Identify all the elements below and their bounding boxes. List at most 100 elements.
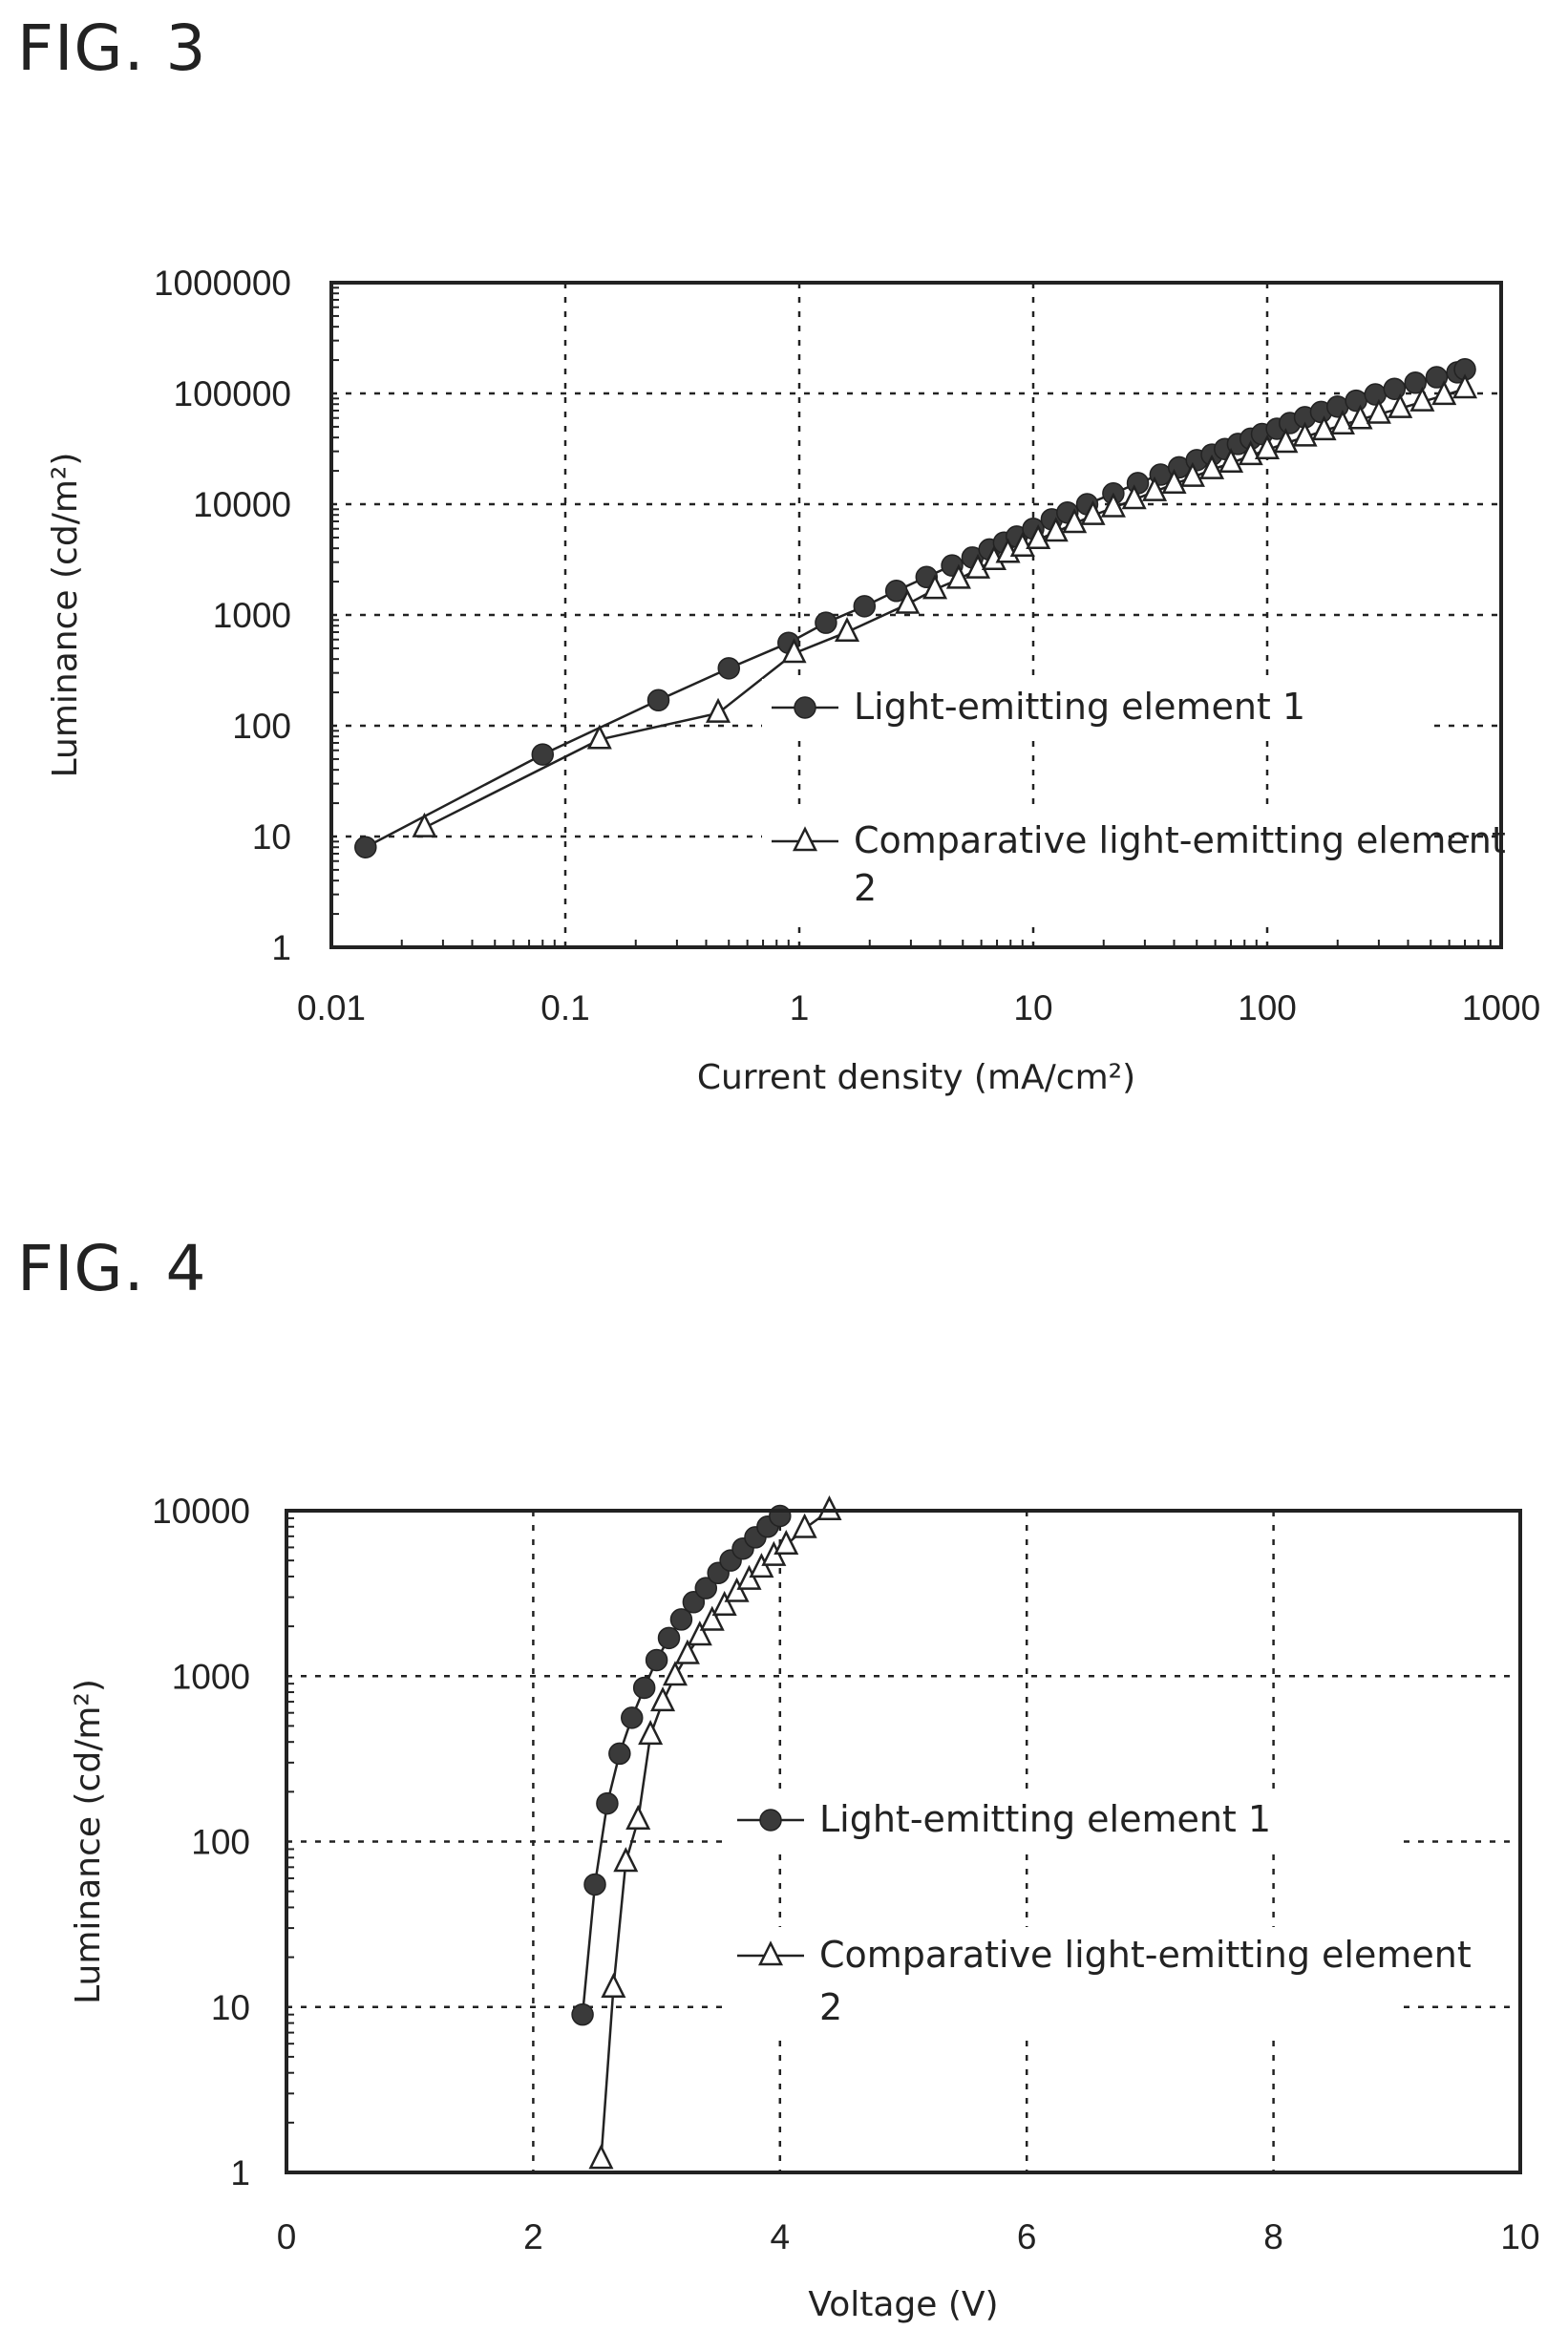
comparative-light-emitting-element-2-point [1347,404,1373,430]
fig3-plot-frame [329,281,1503,949]
fig3-x-tick-label: 10 [1013,988,1052,1027]
comparative-light-emitting-element-2-point [674,1639,700,1664]
legend-background [728,1927,1396,2037]
fig4-plot-frame [285,1509,1522,2174]
comparative-light-emitting-element-2-point [1009,531,1035,557]
comparative-light-emitting-element-2-point [749,1553,774,1578]
comparative-light-emitting-element-2-point [1409,386,1435,412]
light-emitting-element-1-point [853,595,877,618]
comparative-light-emitting-element-2-point [1100,492,1126,518]
light-emitting-element-1-point [645,1648,668,1672]
light-emitting-element-1-point [694,1577,718,1599]
light-emitting-element-1-point [657,1626,681,1650]
comparative-light-emitting-element-2-point [834,616,860,643]
fig3-y-tick-label: 10000 [193,485,291,524]
comparative-light-emitting-element-2-point [1311,415,1337,441]
fig3-x-tick-label: 100 [1238,988,1297,1027]
comparative-light-emitting-element-2-point [601,1973,626,1999]
light-emitting-element-1-point [531,743,555,766]
comparative-light-emitting-element-2-point [1254,434,1281,460]
comparative-light-emitting-element-2-point [895,588,921,614]
legend-label-light-emitting-element-1: Light-emitting element 1 [854,686,1305,728]
comparative-light-emitting-element-2-point [699,1605,725,1631]
fig4-y-axis-title: Luminance (cd/m²) [69,1679,108,2004]
comparative-light-emitting-element-2-point [965,553,991,579]
legend-marker-comparative-light-emitting-element-2 [757,1940,784,1966]
light-emitting-element-1-point [815,611,837,634]
light-emitting-element-1-point [596,1791,619,1815]
light-emitting-element-1-point [571,2002,594,2026]
fig3-y-axis-title: Luminance (cd/m²) [46,453,85,778]
comparative-light-emitting-element-2-point [613,1847,639,1873]
fig4-y-tick-label: 10 [211,1988,250,2027]
fig4-x-tick-label: 2 [523,2217,543,2256]
light-emitting-element-1-point [608,1742,631,1766]
light-emitting-element-1-point [1425,366,1449,389]
fig4-x-tick-label: 10 [1500,2217,1539,2256]
light-emitting-element-1-point [669,1608,693,1631]
light-emitting-element-1-point [621,1706,644,1729]
legend-label-light-emitting-element-1: Light-emitting element 1 [819,1798,1271,1840]
fig4-y-tick-label: 1 [230,2153,250,2192]
comparative-light-emitting-element-2-point [1199,454,1225,479]
comparative-light-emitting-element-2-point [816,1495,842,1521]
fig4-x-tick-label: 0 [277,2217,297,2256]
fig3-x-tick-label: 0.1 [540,988,589,1027]
comparative-light-emitting-element-2-point [1218,447,1244,474]
fig3-x-tick-label: 1 [790,988,810,1027]
fig3-y-tick-label: 1 [271,928,291,967]
comparative-light-emitting-element-2-point [638,1720,664,1746]
comparative-light-emitting-element-2-point [1179,461,1205,487]
fig3-y-tick-label: 1000 [213,596,291,635]
legend-marker-light-emitting-element-1 [794,696,816,719]
legend-background [762,813,1430,922]
fig4-y-tick-label: 1000 [172,1657,250,1696]
fig3-y-tick-label: 100 [232,707,291,746]
legend-label-comparative-light-emitting-element-2: Comparative light-emitting element [854,819,1506,861]
comparative-light-emitting-element-2-point [662,1661,689,1686]
comparative-light-emitting-element-2-point [736,1564,762,1590]
comparative-light-emitting-element-2-point [1329,409,1355,434]
comparative-light-emitting-element-2-point [650,1686,676,1712]
comparative-light-emitting-element-2-point [1366,398,1391,424]
fig4-x-tick-label: 4 [771,2217,791,2256]
fig3-y-tick-label: 10 [252,817,291,857]
comparative-light-emitting-element-2-point [1142,476,1168,501]
comparative-light-emitting-element-2-point [922,574,948,600]
legend-label-comparative-light-emitting-element-2: Comparative light-emitting element [819,1934,1472,1976]
comparative-light-emitting-element-2-point [1292,421,1318,447]
figure-4-title: FIG. 4 [17,1232,207,1305]
comparative-light-emitting-element-2-point [1161,468,1187,494]
comparative-light-emitting-element-2-point [625,1804,651,1830]
light-emitting-element-1-point [354,836,377,858]
comparative-light-emitting-element-2-point [724,1577,750,1602]
legend-marker-comparative-light-emitting-element-2 [792,826,818,852]
light-emitting-element-1-point [632,1676,656,1700]
fig3-y-tick-label: 1000000 [154,264,291,303]
comparative-light-emitting-element-2-point [1121,484,1147,510]
light-emitting-element-1-point [583,1873,606,1896]
comparative-light-emitting-element-2-point [586,724,612,750]
comparative-light-emitting-element-2-point [1043,517,1069,542]
comparative-light-emitting-element-2-point [1388,392,1413,418]
legend-background [728,1791,1396,1849]
fig4-y-tick-label: 100 [191,1823,250,1862]
fig4-x-tick-label: 8 [1263,2217,1283,2256]
legend-marker-light-emitting-element-1 [759,1809,782,1832]
comparative-light-emitting-element-2-point [1273,428,1299,454]
comparative-light-emitting-element-2-point [1026,523,1051,550]
comparative-light-emitting-element-2-point [687,1620,712,1646]
comparative-light-emitting-element-2-point [711,1590,737,1616]
comparative-light-emitting-element-2-point [945,563,971,589]
comparative-light-emitting-element-2-point [1431,380,1457,406]
comparative-light-emitting-element-2-point [706,697,731,723]
figure-3-title: FIG. 3 [17,11,207,85]
light-emitting-element-1-point [717,657,740,680]
light-emitting-element-1-point [646,688,670,712]
comparative-light-emitting-element-2-point [781,638,807,664]
fig3-x-axis-title: Current density (mA/cm²) [697,1058,1135,1097]
legend-label-comparative-light-emitting-element-2: 2 [819,1986,842,2028]
fig4-x-tick-label: 6 [1017,2217,1037,2256]
fig4-x-axis-title: Voltage (V) [808,2285,998,2324]
